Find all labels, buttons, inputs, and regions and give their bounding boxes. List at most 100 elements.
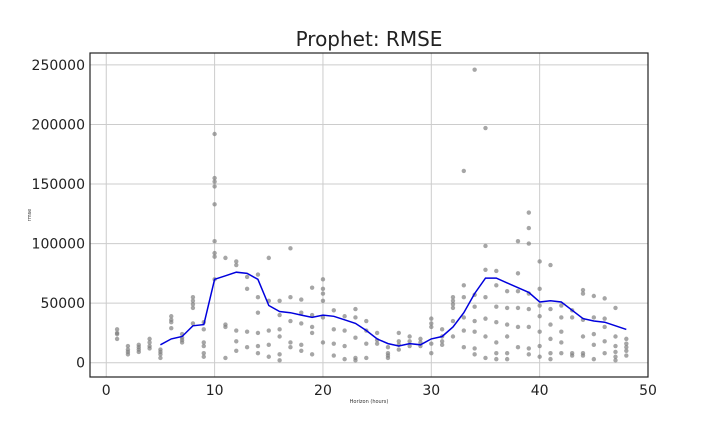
data-point bbox=[559, 340, 564, 345]
data-point bbox=[537, 259, 542, 264]
data-point bbox=[483, 355, 488, 361]
data-point bbox=[277, 334, 282, 339]
data-point bbox=[342, 328, 347, 333]
y-axis-ticks: 0 50000 100000 150000 200000 250000 bbox=[32, 58, 85, 372]
data-point bbox=[320, 315, 326, 320]
y-tick-label: 250000 bbox=[32, 58, 85, 74]
data-point bbox=[504, 350, 510, 356]
data-point bbox=[591, 293, 597, 299]
data-point bbox=[288, 345, 293, 350]
data-point bbox=[602, 316, 607, 321]
grid bbox=[90, 53, 649, 377]
data-point bbox=[537, 329, 542, 334]
data-point bbox=[396, 339, 401, 344]
data-point bbox=[483, 125, 488, 131]
data-point bbox=[429, 324, 434, 330]
data-point bbox=[450, 302, 456, 307]
data-point bbox=[613, 343, 618, 349]
data-point bbox=[255, 310, 261, 315]
data-point bbox=[450, 298, 456, 303]
data-point bbox=[504, 322, 510, 327]
data-point bbox=[504, 334, 510, 339]
data-point bbox=[591, 342, 597, 348]
mean-rmse-line bbox=[160, 271, 627, 347]
y-tick-label: 200000 bbox=[32, 117, 85, 133]
data-point bbox=[569, 315, 575, 320]
data-point bbox=[244, 274, 250, 280]
data-point bbox=[472, 352, 477, 357]
data-point bbox=[439, 327, 445, 332]
data-point bbox=[190, 302, 196, 307]
data-point bbox=[624, 353, 629, 358]
data-point bbox=[266, 255, 271, 261]
data-point bbox=[624, 345, 629, 350]
data-point bbox=[136, 349, 141, 355]
data-point bbox=[364, 318, 369, 324]
data-point bbox=[147, 336, 152, 342]
data-point bbox=[537, 303, 542, 308]
data-point bbox=[158, 352, 163, 357]
data-point bbox=[418, 336, 423, 342]
data-point bbox=[526, 346, 532, 351]
data-point bbox=[277, 327, 282, 332]
data-point bbox=[190, 294, 196, 300]
data-point bbox=[255, 294, 261, 300]
data-point bbox=[331, 341, 336, 346]
data-point bbox=[125, 343, 131, 349]
data-point bbox=[309, 285, 315, 290]
data-point bbox=[364, 341, 369, 346]
data-point bbox=[212, 131, 217, 137]
data-point bbox=[309, 330, 315, 336]
data-point bbox=[234, 259, 239, 264]
data-point bbox=[624, 348, 629, 353]
data-point bbox=[472, 318, 477, 324]
data-point bbox=[169, 325, 174, 331]
data-point bbox=[331, 308, 336, 313]
x-tick-label: 10 bbox=[206, 383, 224, 399]
data-point bbox=[353, 358, 358, 363]
data-point bbox=[559, 303, 564, 308]
data-point bbox=[450, 294, 456, 300]
data-point bbox=[266, 354, 271, 359]
data-point bbox=[320, 291, 326, 296]
data-point bbox=[212, 184, 217, 189]
data-point bbox=[288, 246, 293, 251]
data-point bbox=[559, 329, 564, 334]
data-point bbox=[212, 175, 217, 181]
data-point bbox=[147, 346, 152, 351]
data-point bbox=[494, 283, 499, 288]
data-point bbox=[374, 330, 380, 336]
data-point bbox=[450, 305, 456, 311]
data-point bbox=[331, 353, 336, 358]
data-point bbox=[212, 179, 217, 184]
data-point bbox=[613, 354, 618, 359]
data-point bbox=[515, 345, 521, 350]
data-point bbox=[548, 262, 553, 268]
data-point bbox=[364, 355, 369, 361]
mean-line-layer bbox=[160, 271, 627, 347]
data-point bbox=[201, 340, 206, 345]
x-tick-label: 40 bbox=[531, 383, 549, 399]
data-point bbox=[602, 296, 607, 301]
data-point bbox=[526, 225, 532, 231]
data-point bbox=[234, 328, 239, 333]
data-point bbox=[515, 271, 521, 276]
data-point bbox=[255, 343, 261, 349]
y-tick-label: 50000 bbox=[40, 296, 85, 312]
data-point bbox=[190, 321, 196, 326]
data-point bbox=[461, 315, 467, 320]
data-point bbox=[396, 330, 401, 336]
data-point bbox=[624, 341, 629, 346]
x-tick-label: 0 bbox=[102, 383, 111, 399]
data-point bbox=[559, 350, 564, 356]
data-point bbox=[537, 343, 542, 349]
x-tick-label: 20 bbox=[314, 383, 332, 399]
x-tick-label: 30 bbox=[422, 383, 440, 399]
data-point bbox=[429, 350, 434, 356]
data-point bbox=[602, 339, 607, 344]
y-tick-label: 100000 bbox=[32, 237, 85, 253]
data-point bbox=[266, 342, 271, 348]
data-point bbox=[234, 339, 239, 344]
data-point bbox=[299, 348, 304, 353]
data-point bbox=[602, 350, 607, 356]
